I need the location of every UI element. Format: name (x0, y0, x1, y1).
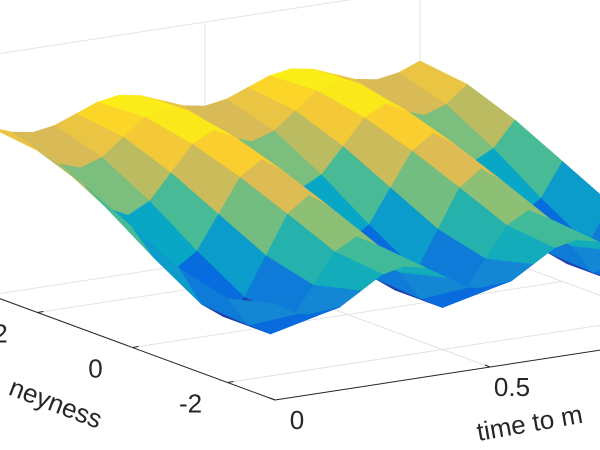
y-tick-label: 0 (88, 353, 102, 383)
y-tick (227, 381, 234, 383)
x-axis-label: time to m (474, 399, 585, 447)
grid-line (227, 324, 600, 383)
y-tick-label: -2 (179, 388, 202, 418)
y-tick-label: 2 (0, 318, 8, 348)
grid-line (132, 281, 563, 348)
y-tick (132, 346, 139, 348)
surface-patch (592, 270, 600, 276)
x-tick (484, 364, 491, 368)
x-tick (269, 397, 276, 401)
surface (0, 60, 600, 335)
x-axis (274, 349, 600, 401)
x-tick-label: 0.5 (494, 372, 530, 402)
surface-patch (226, 298, 298, 326)
box-edge (0, 0, 352, 54)
x-tick-label: 0 (290, 405, 304, 435)
y-tick (37, 311, 44, 313)
